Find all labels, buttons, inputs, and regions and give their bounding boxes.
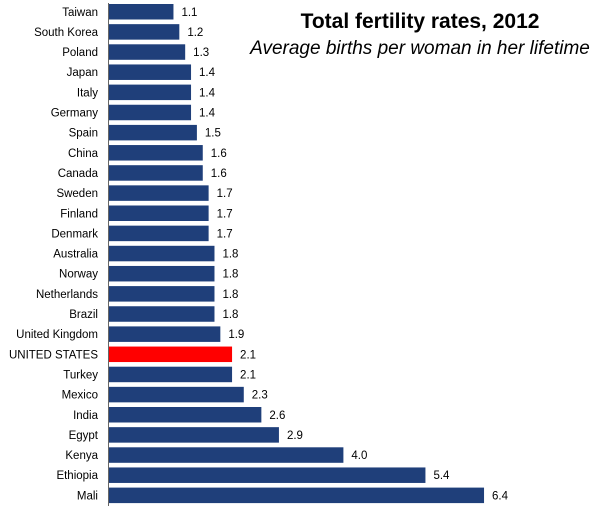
value-label: 2.3 [252,390,268,402]
category-label: Germany [51,108,99,120]
bar [109,124,197,141]
bar [109,185,209,201]
bar [109,64,192,80]
bar [109,447,344,463]
category-label: Ethiopia [56,470,98,482]
value-label: 1.8 [222,249,238,261]
bar [109,165,203,181]
bar [109,4,174,20]
value-label: 1.3 [193,47,209,59]
value-label: 2.9 [287,430,303,442]
value-label: 4.0 [351,450,367,462]
bar [109,306,215,322]
bar [109,265,215,282]
bar [109,427,279,443]
category-label: Denmark [51,228,98,240]
category-label: Canada [58,168,99,180]
value-label: 1.6 [211,148,227,160]
value-label: 2.1 [240,369,256,381]
value-label: 2.6 [269,410,285,422]
bar [109,205,209,221]
category-label: Finland [60,208,98,220]
value-label: 1.8 [222,269,238,281]
value-label: 1.5 [205,128,221,140]
value-label: 1.8 [222,289,238,301]
category-label: Netherlands [36,289,98,301]
category-label: Norway [59,269,98,281]
chart-subtitle: Average births per woman in her lifetime [250,38,590,59]
value-label: 1.7 [217,228,233,240]
bar [109,487,485,504]
category-label: UNITED STATES [9,349,98,361]
chart-title: Total fertility rates, 2012 [300,10,540,33]
category-label: Poland [62,47,98,59]
value-label: 1.6 [211,168,227,180]
bars-group: Taiwan 1.1 South Korea 1.2 Poland 1.3 Japan 1.4… [9,4,509,504]
value-label: 1.7 [217,208,233,220]
bar [109,326,221,342]
value-label: 2.1 [240,349,256,361]
category-label: Egypt [69,430,99,442]
value-label: 1.9 [228,329,244,341]
category-label: Brazil [69,309,98,321]
category-label: Spain [69,128,98,140]
bar [109,225,209,242]
category-label: Australia [53,249,98,261]
category-label: Italy [77,87,98,99]
bar [109,44,186,60]
category-label: Mali [77,490,98,502]
value-label: 1.8 [222,309,238,321]
bar [109,386,244,403]
category-label: Kenya [65,450,98,462]
category-label: United Kingdom [16,329,98,341]
value-label: 5.4 [433,470,450,482]
value-label: 1.4 [199,87,216,99]
category-label: Turkey [63,369,98,381]
value-label: 1.7 [217,188,233,200]
bar [109,84,192,101]
category-label: Japan [67,67,98,79]
value-label: 1.2 [187,27,203,39]
category-label: Taiwan [62,7,98,19]
category-label: China [68,148,99,160]
bar [109,286,215,302]
bar [109,346,233,363]
category-label: Sweden [56,188,98,200]
value-label: 1.4 [199,67,216,79]
category-label: India [73,410,99,422]
value-label: 1.4 [199,108,216,120]
bar [109,145,203,161]
bar [109,366,233,383]
category-label: Mexico [62,390,98,402]
bar [109,104,192,121]
bar [109,467,426,483]
category-label: South Korea [34,27,99,39]
bar [109,407,262,423]
bar [109,245,215,262]
bar [109,24,180,40]
value-label: 1.1 [181,7,197,19]
value-label: 6.4 [492,490,509,502]
